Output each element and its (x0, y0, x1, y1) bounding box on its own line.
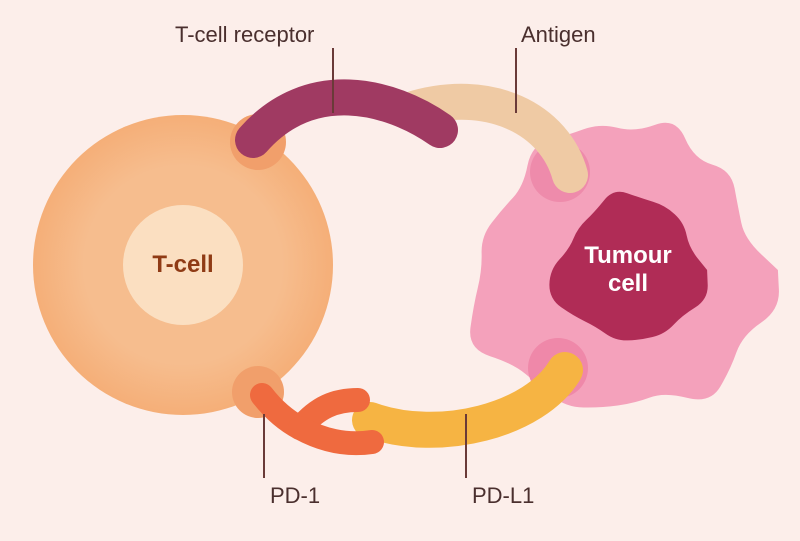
tcell-label: T-cell (123, 251, 243, 279)
label-tcell-receptor: T-cell receptor (175, 22, 314, 48)
label-antigen: Antigen (521, 22, 596, 48)
diagram-canvas: T-cell receptor Antigen PD-1 PD-L1 T-cel… (0, 0, 800, 541)
tumour-cell-label: Tumourcell (558, 242, 698, 297)
label-pd1: PD-1 (270, 483, 320, 509)
label-pdl1: PD-L1 (472, 483, 534, 509)
